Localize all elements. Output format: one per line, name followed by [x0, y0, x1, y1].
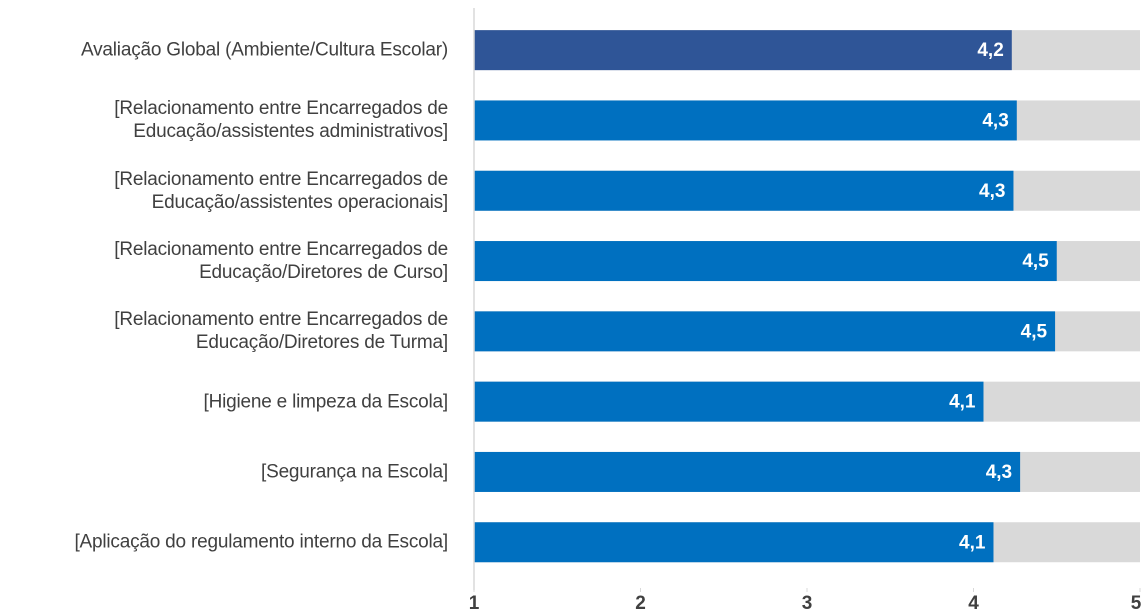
- category-label: [Aplicação do regulamento interno da Esc…: [74, 531, 448, 553]
- bar: [474, 170, 1014, 211]
- value-label: 4,5: [1022, 251, 1049, 272]
- value-label: 4,3: [986, 462, 1012, 483]
- value-label: 4,5: [1021, 321, 1048, 342]
- value-label: 4,1: [949, 392, 976, 413]
- category-label: [Segurança na Escola]: [261, 461, 448, 483]
- category-label: Avaliação Global (Ambiente/Cultura Escol…: [80, 39, 448, 61]
- category-label: [Relacionamento entre Encarregados de Ed…: [114, 309, 448, 354]
- value-label: 4,3: [982, 110, 1008, 131]
- bar: [474, 522, 994, 563]
- value-label: 4,3: [979, 181, 1005, 202]
- category-label: [Relacionamento entre Encarregados de Ed…: [114, 239, 448, 284]
- x-tick-label: 1: [469, 593, 480, 614]
- bar: [474, 100, 1017, 141]
- bar: [474, 451, 1021, 492]
- category-label: [Relacionamento entre Encarregados de Ed…: [114, 168, 448, 213]
- x-tick-label: 3: [802, 593, 813, 614]
- value-label: 4,1: [959, 532, 986, 553]
- x-tick-label: 4: [968, 593, 979, 614]
- value-label: 4,2: [977, 40, 1003, 61]
- bar: [474, 381, 984, 422]
- category-label: [Higiene e limpeza da Escola]: [203, 391, 448, 413]
- category-label: [Relacionamento entre Encarregados de Ed…: [114, 98, 448, 143]
- bar: [474, 30, 1012, 71]
- bar: [474, 311, 1056, 352]
- x-tick-label: 5: [1131, 593, 1142, 614]
- bar: [474, 241, 1057, 282]
- x-tick-label: 2: [635, 593, 646, 614]
